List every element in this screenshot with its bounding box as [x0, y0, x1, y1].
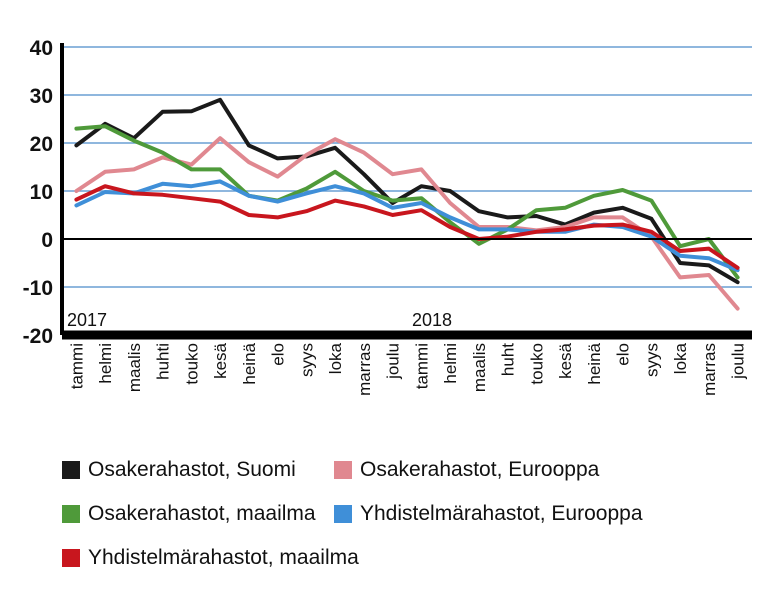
x-tick-label: helmi	[96, 343, 115, 384]
y-tick-label: -10	[23, 277, 53, 300]
series-lines	[74, 97, 740, 311]
legend-item: Yhdistelmärahastot, Eurooppa	[334, 502, 643, 526]
x-tick-label: marras	[700, 343, 719, 396]
x-tick-label: helmi	[441, 343, 460, 384]
series-line	[74, 124, 740, 280]
legend-swatch	[62, 461, 80, 479]
x-tick-label: joulu	[729, 343, 748, 380]
x-tick-label: syys	[642, 343, 661, 377]
x-tick-label: heinä	[240, 342, 259, 384]
series-line	[74, 184, 740, 270]
x-tick-label: huhti	[154, 343, 173, 380]
y-tick-label: 40	[30, 37, 53, 60]
legend-swatch	[334, 505, 352, 523]
x-tick-label: touko	[182, 343, 201, 385]
x-tick-label: loka	[326, 342, 345, 374]
x-tick-label: elo	[614, 343, 633, 366]
axes	[60, 43, 752, 340]
legend-item: Osakerahastot, Eurooppa	[334, 458, 599, 482]
legend-label: Osakerahastot, maailma	[88, 502, 316, 525]
y-tick-label: 0	[41, 229, 53, 252]
x-tick-label: touko	[527, 343, 546, 385]
x-tick-label: syys	[297, 343, 316, 377]
series-line	[74, 179, 740, 273]
legend-item: Osakerahastot, maailma	[62, 502, 316, 526]
y-tick-label: 20	[30, 133, 53, 156]
legend-label: Osakerahastot, Eurooppa	[360, 458, 600, 481]
legend-item: Osakerahastot, Suomi	[62, 458, 296, 482]
year-label: 2017	[67, 310, 107, 330]
x-tick-label: loka	[671, 342, 690, 374]
x-tick-label: maalis	[470, 343, 489, 392]
x-tick-label: tammi	[412, 343, 431, 389]
year-labels: 2017 2018	[67, 310, 452, 330]
y-tick-label: 10	[30, 181, 53, 204]
series-line	[74, 97, 740, 285]
x-tick-label: marras	[355, 343, 374, 396]
x-tick-label: joulu	[384, 343, 403, 380]
x-tick-label: elo	[269, 343, 288, 366]
series-line	[74, 136, 740, 311]
legend-label: Yhdistelmärahastot, Eurooppa	[360, 502, 643, 525]
legend-label: Yhdistelmärahastot, maailma	[88, 546, 359, 569]
x-tick-label: heinä	[585, 342, 604, 384]
legend-label: Osakerahastot, Suomi	[88, 458, 296, 481]
legend-item: Yhdistelmärahastot, maailma	[62, 546, 359, 570]
x-tick-label: kesä	[211, 342, 230, 378]
grid-lines	[62, 46, 752, 288]
x-tick-label: kesä	[556, 342, 575, 378]
y-tick-label: 30	[30, 85, 53, 108]
legend-swatch	[334, 461, 352, 479]
legend-swatch	[62, 549, 80, 567]
x-tick-label: maalis	[125, 343, 144, 392]
y-axis-tick-labels: 40 30 20 10 0 -10 -20	[23, 37, 53, 348]
x-tick-label: tammi	[67, 343, 86, 389]
x-axis-tick-labels: tammi helmi maalis huhti touko kesä heinä elo sy…	[67, 342, 747, 395]
legend-swatch	[62, 505, 80, 523]
y-tick-label: -20	[23, 325, 53, 348]
x-tick-label: huht	[499, 343, 518, 376]
year-label: 2018	[412, 310, 452, 330]
